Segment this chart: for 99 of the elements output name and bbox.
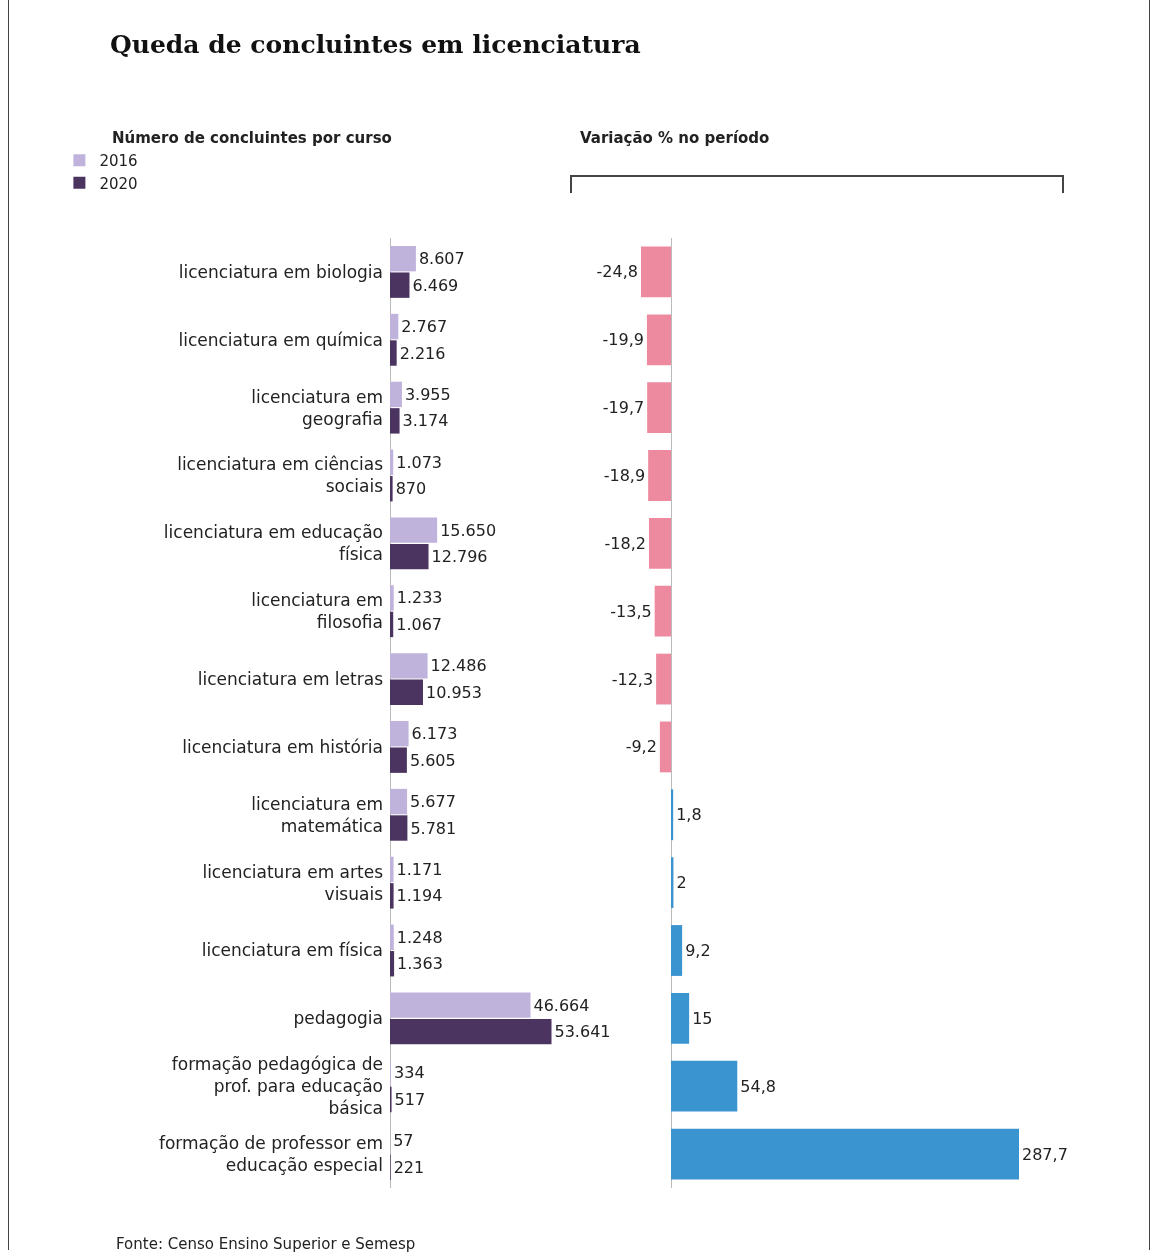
y-tick-label: licenciatura em história <box>182 736 383 757</box>
data-label: 15 <box>692 1008 713 1028</box>
data-label: 15.650 <box>440 520 497 540</box>
data-label: 1.233 <box>396 588 443 608</box>
bar <box>390 340 397 366</box>
y-tick-label: licenciatura em educação física <box>163 522 383 565</box>
bar <box>648 450 671 501</box>
bar <box>390 992 531 1018</box>
bar <box>390 408 400 434</box>
data-label: 12.486 <box>430 656 487 676</box>
bar <box>646 314 671 366</box>
bar <box>654 585 671 637</box>
data-label: 5.677 <box>410 792 456 812</box>
data-label: -18,2 <box>604 533 646 553</box>
y-tick-label: licenciatura em geografia <box>251 386 383 429</box>
data-label: 1.248 <box>396 927 443 947</box>
data-label: 12.796 <box>431 547 488 567</box>
bar <box>390 611 394 638</box>
y-tick-label: formação de professor em educação especial <box>158 1132 383 1176</box>
bar <box>671 1128 1019 1180</box>
data-label: -9,2 <box>625 737 657 757</box>
y-tick-label: licenciatura em biologia <box>178 261 383 282</box>
bar <box>390 815 408 841</box>
data-label: 8.607 <box>418 249 465 269</box>
bar <box>659 721 671 773</box>
data-label: 6.173 <box>411 724 458 744</box>
bar <box>390 924 394 950</box>
bar <box>390 883 394 909</box>
data-label: 3.174 <box>402 411 449 431</box>
bar <box>390 747 407 773</box>
bar <box>671 925 683 976</box>
bar <box>390 720 409 747</box>
bar <box>656 653 671 705</box>
data-label: 2.767 <box>401 317 448 337</box>
data-label: 221 <box>393 1157 425 1177</box>
bar <box>648 517 671 569</box>
y-tick-label: licenciatura em química <box>178 329 383 350</box>
text: Número de concluintes por curso <box>112 129 392 147</box>
data-label: 1,8 <box>676 805 702 825</box>
data-label: 3.955 <box>404 384 451 404</box>
legend-label: 2016 <box>99 152 138 171</box>
data-label: 5.605 <box>409 750 456 770</box>
bar <box>390 449 394 475</box>
bar <box>671 789 674 841</box>
data-label: 1.194 <box>396 886 443 906</box>
bar <box>390 381 402 408</box>
y-tick-label: licenciatura em matemática <box>251 793 383 836</box>
data-label: 53.641 <box>554 1022 611 1042</box>
data-label: 1.363 <box>397 954 443 974</box>
data-label: 46.664 <box>533 995 590 1015</box>
bar <box>390 679 423 706</box>
bar <box>641 246 671 298</box>
legend-label: 2020 <box>99 174 138 193</box>
data-label: 57 <box>393 1131 414 1151</box>
bar <box>390 543 429 570</box>
bar <box>390 476 393 502</box>
data-label: 1.171 <box>396 859 443 879</box>
y-tick-label: licenciatura em filosofia <box>251 590 383 633</box>
bar <box>390 951 395 977</box>
bar <box>390 272 410 298</box>
bar <box>390 517 438 543</box>
data-label: 517 <box>394 1089 426 1109</box>
data-label: -24,8 <box>596 262 638 282</box>
data-label: -19,9 <box>602 330 644 350</box>
data-label: -13,5 <box>610 601 652 621</box>
y-tick-label: licenciatura em artes visuais <box>202 861 384 904</box>
bar <box>390 653 428 679</box>
data-label: 1.067 <box>396 614 443 634</box>
bar <box>671 992 690 1044</box>
bar <box>647 382 671 434</box>
data-label: 5.781 <box>410 818 457 838</box>
y-tick-label: formação pedagógica de prof. para educação básica <box>171 1054 383 1119</box>
data-label: -18,9 <box>603 466 646 485</box>
y-tick-label: licenciatura em ciências sociais <box>177 454 384 497</box>
source-note: Fonte: Censo Ensino Superior e Semesp <box>116 1235 416 1252</box>
chart-title: Variação % no período <box>580 129 770 147</box>
chart-title: Queda de concluintes em licenciatura <box>110 30 641 59</box>
data-label: -12,3 <box>611 669 654 689</box>
bar <box>390 245 416 272</box>
bar <box>390 585 394 611</box>
data-label: 2.216 <box>399 343 446 363</box>
data-label: 334 <box>394 1063 425 1083</box>
bar <box>390 788 408 815</box>
bar <box>671 1060 738 1112</box>
y-tick-label: licenciatura em física <box>201 940 383 961</box>
data-label: 2 <box>676 873 687 893</box>
data-label: 287,7 <box>1022 1144 1068 1164</box>
data-label: 870 <box>395 479 427 499</box>
data-label: -19,7 <box>602 398 645 418</box>
y-tick-label: licenciatura em letras <box>197 669 384 690</box>
data-label: 1.073 <box>396 452 443 472</box>
data-label: 6.469 <box>412 275 459 295</box>
data-label: 54,8 <box>740 1076 776 1096</box>
data-label: 10.953 <box>425 682 482 702</box>
bar <box>390 856 394 883</box>
bar <box>390 313 399 340</box>
bar <box>390 1018 552 1045</box>
data-label: 9,2 <box>685 941 711 960</box>
y-tick-label: pedagogia <box>293 1008 383 1029</box>
